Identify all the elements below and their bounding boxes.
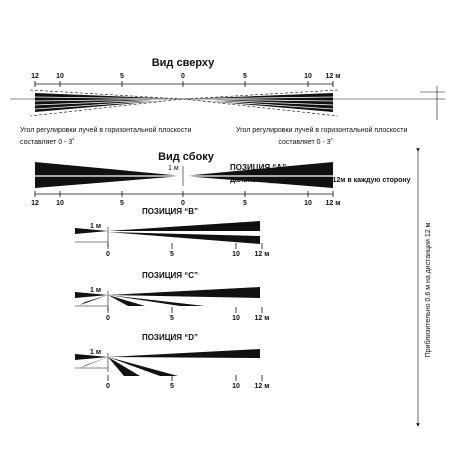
scale-label: 5 xyxy=(170,251,174,258)
scale-label: 12 м xyxy=(255,251,270,258)
top-scale: 12 10 5 0 5 10 12 м xyxy=(31,73,340,87)
side-beams xyxy=(35,162,333,188)
scale-label: 12 м xyxy=(255,315,270,322)
side-title: Вид сбоку xyxy=(158,151,215,163)
scale-label: 12 xyxy=(31,200,39,207)
scale-label: 5 xyxy=(120,200,124,207)
scale-label: 0 xyxy=(106,383,110,390)
scale-label: 10 xyxy=(304,200,312,207)
height-label: 1 м xyxy=(90,223,101,230)
side-scale: 12 10 5 0 5 10 12 м xyxy=(31,191,340,207)
scale-label: 12 м xyxy=(326,73,341,80)
note-left: составляет 0 - 3˚ xyxy=(20,138,75,146)
scale-label: 10 xyxy=(56,73,64,80)
scale-label: 12 м xyxy=(326,200,341,207)
scale-label: 12 м xyxy=(255,383,270,390)
scale-label: 10 xyxy=(232,315,240,322)
scale-label: 10 xyxy=(232,251,240,258)
back-beam xyxy=(75,292,108,298)
scale-label: 5 xyxy=(120,73,124,80)
scale-label: 0 xyxy=(181,73,185,80)
scale-label: 10 xyxy=(232,383,240,390)
scale-label: 12 xyxy=(31,73,39,80)
position-title: ПОЗИЦИЯ “B” xyxy=(142,207,198,216)
top-title: Вид сверху xyxy=(152,57,215,69)
position-title: ПОЗИЦИЯ “C” xyxy=(142,271,198,280)
vertical-note: Приблизительно 0.6 м на дистанции 12 м xyxy=(424,222,432,357)
note-right: составляет 0 - 3˚ xyxy=(278,138,333,146)
height-label: 1 м xyxy=(90,287,101,294)
beams xyxy=(108,221,260,244)
top-beams xyxy=(10,86,445,427)
scale-label: 5 xyxy=(170,315,174,322)
scale-label: 10 xyxy=(304,73,312,80)
scale-label: 10 xyxy=(56,200,64,207)
height-label: 1 м xyxy=(168,165,179,172)
scale-label: 5 xyxy=(170,383,174,390)
scale-label: 0 xyxy=(181,200,185,207)
back-beam xyxy=(75,354,108,360)
positions: ПОЗИЦИЯ “B” 1 м 0 5 10 12 м ПОЗИЦИЯ “C” 1 м 0 5 10… xyxy=(75,207,269,390)
beams xyxy=(80,287,260,306)
note-left: Угол регулировки лучей в горизонтальной … xyxy=(20,126,191,134)
scale-label: 0 xyxy=(106,315,110,322)
note-right: Угол регулировки лучей в горизонтальной … xyxy=(236,126,407,134)
position-a-title: ПОЗИЦИЯ “A” xyxy=(230,163,286,172)
beams xyxy=(80,349,260,376)
height-label: 1 м xyxy=(90,349,101,356)
back-beam xyxy=(75,228,108,234)
scale-label: 0 xyxy=(106,251,110,258)
scale-label: 5 xyxy=(243,200,247,207)
position-title: ПОЗИЦИЯ “D” xyxy=(142,333,198,342)
scale-label: 5 xyxy=(243,73,247,80)
